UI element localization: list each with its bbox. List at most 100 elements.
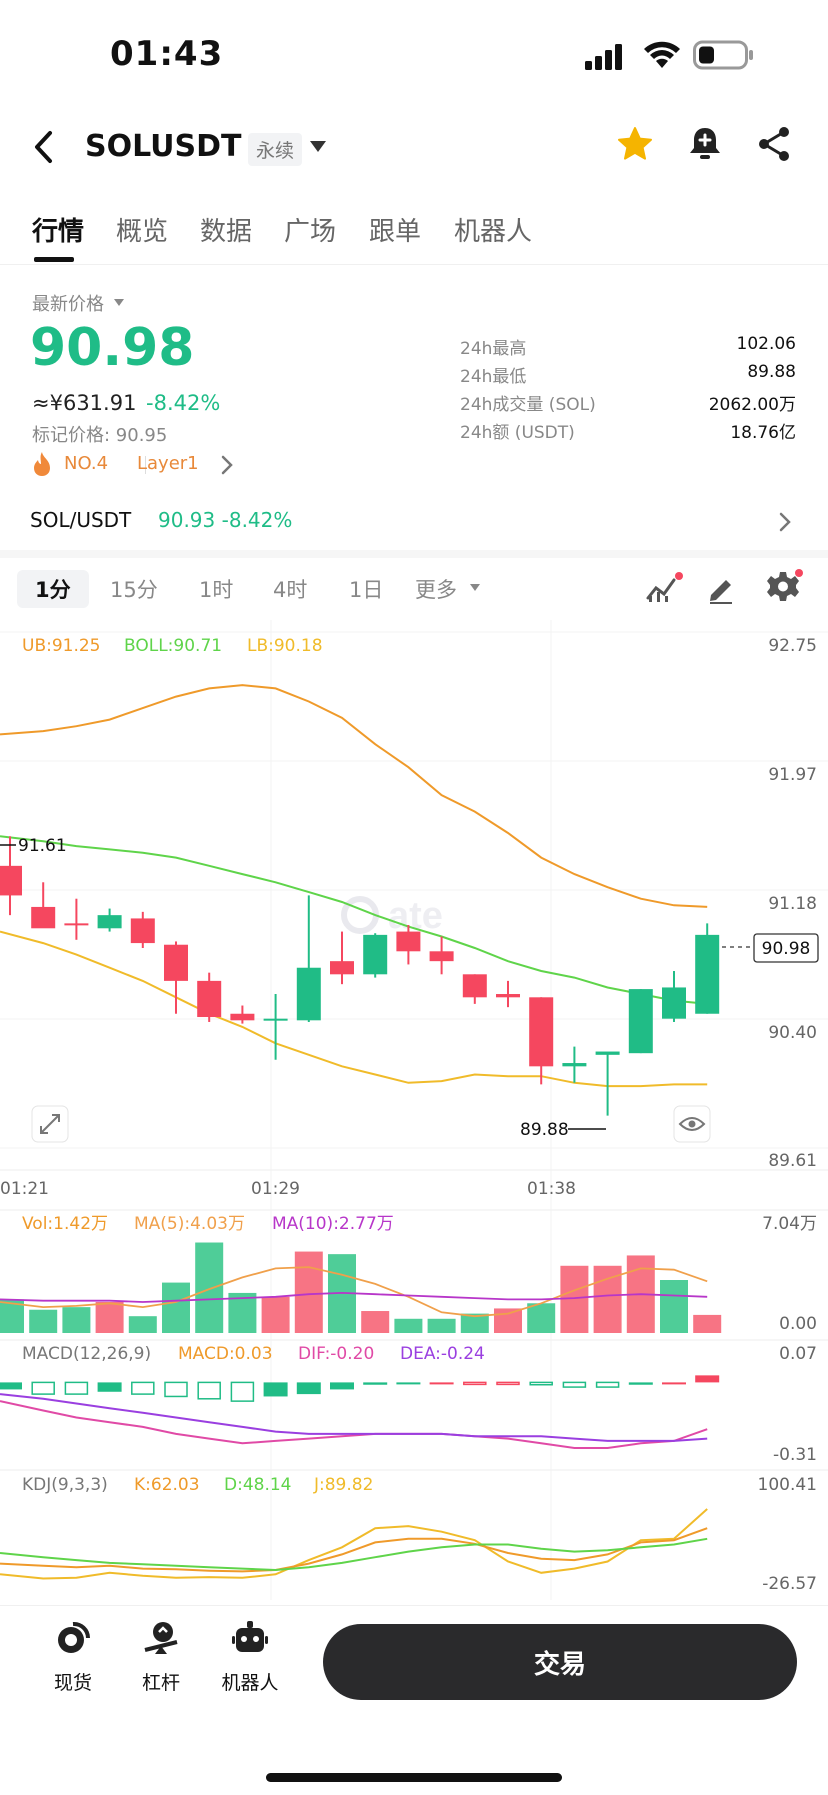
candle bbox=[562, 1046, 587, 1083]
current-price-marker: 90.98 bbox=[722, 933, 819, 963]
volume-bar bbox=[228, 1292, 257, 1333]
market-tabs: 行情 概览 数据 广场 跟单 机器人 bbox=[0, 205, 828, 265]
price-alert-bell-icon[interactable] bbox=[688, 125, 722, 163]
nav-spot[interactable]: 现货 bbox=[28, 1620, 118, 1695]
nav-bots[interactable]: 机器人 bbox=[205, 1620, 295, 1695]
cellular-signal-icon bbox=[585, 44, 622, 70]
macd-value-label: MACD:0.03 bbox=[178, 1344, 273, 1364]
latest-price-caret-icon[interactable] bbox=[114, 299, 124, 306]
tab-overview[interactable]: 概览 bbox=[116, 217, 169, 247]
nav-margin[interactable]: 杠杆 bbox=[116, 1620, 206, 1695]
section-separator bbox=[0, 550, 828, 558]
favorite-star-icon[interactable] bbox=[616, 125, 654, 163]
candle-body bbox=[296, 967, 321, 1021]
indicator-icon[interactable] bbox=[644, 570, 684, 606]
tab-bots[interactable]: 机器人 bbox=[454, 217, 533, 247]
interval-1m[interactable]: 1分 bbox=[17, 570, 89, 608]
share-icon[interactable] bbox=[756, 125, 792, 163]
tab-market[interactable]: 行情 bbox=[32, 217, 85, 247]
candle bbox=[496, 980, 520, 1008]
price-cny: ≈¥631.91 bbox=[32, 391, 137, 415]
macd-histogram-bar bbox=[429, 1382, 454, 1385]
macd-histogram-bar bbox=[463, 1381, 487, 1386]
interval-1h[interactable]: 1时 bbox=[199, 578, 234, 602]
kline-chart[interactable]: ate UB:91.25 BOLL:90.71 LB:90.18 92.75 9… bbox=[0, 620, 828, 1605]
spot-pair-row[interactable]: SOL/USDT 90.93 -8.42% bbox=[0, 500, 828, 544]
visibility-toggle-button[interactable] bbox=[673, 1105, 711, 1143]
draw-tool-icon[interactable] bbox=[706, 572, 736, 604]
interval-4h[interactable]: 4时 bbox=[273, 578, 308, 602]
symbol-title[interactable]: SOLUSDT bbox=[85, 129, 242, 164]
volume-bar bbox=[195, 1242, 224, 1333]
candle-body bbox=[695, 934, 720, 1014]
macd-histogram-bar bbox=[263, 1382, 288, 1397]
high-price-marker: 91.61 bbox=[0, 836, 67, 856]
volume-bar bbox=[693, 1314, 722, 1333]
macd-histogram-bar bbox=[628, 1382, 653, 1385]
kdj-k-line bbox=[0, 1527, 708, 1573]
candle-body bbox=[130, 918, 155, 944]
tab-square[interactable]: 广场 bbox=[284, 217, 337, 247]
macd-histogram-bar bbox=[31, 1381, 55, 1395]
candle-body bbox=[31, 906, 56, 929]
trade-button[interactable]: 交易 bbox=[323, 1624, 797, 1700]
candle-body bbox=[529, 997, 554, 1067]
volume-bar bbox=[162, 1282, 190, 1333]
interval-more[interactable]: 更多 bbox=[415, 578, 457, 602]
kdj-axis-tick: -26.57 bbox=[762, 1574, 817, 1594]
interval-bar: 1分 15分 1时 4时 1日 更多 bbox=[0, 560, 828, 614]
candle bbox=[263, 994, 288, 1060]
tab-copy-trading[interactable]: 跟单 bbox=[369, 217, 422, 247]
chart-settings-gear-icon[interactable] bbox=[764, 568, 804, 604]
back-arrow-icon[interactable] bbox=[28, 129, 62, 165]
macd-histogram-bar bbox=[230, 1381, 255, 1402]
kdj-d-line bbox=[0, 1537, 708, 1572]
wifi-icon bbox=[644, 41, 680, 68]
candle bbox=[429, 936, 454, 975]
volume-bar bbox=[394, 1318, 423, 1333]
candle bbox=[296, 895, 321, 1022]
interval-15m[interactable]: 15分 bbox=[110, 578, 158, 602]
home-indicator bbox=[266, 1773, 562, 1782]
kdj-pane bbox=[0, 1508, 708, 1580]
mark-price: 标记价格: 90.95 bbox=[32, 425, 168, 446]
interval-1d[interactable]: 1日 bbox=[349, 578, 384, 602]
candle-body bbox=[330, 961, 354, 975]
spot-pair-name: SOL/USDT bbox=[30, 508, 132, 532]
kdj-axis-tick: 100.41 bbox=[758, 1475, 817, 1495]
volume-bar bbox=[128, 1316, 157, 1333]
low-price-marker: 89.88 bbox=[520, 1120, 606, 1140]
stat-24h-high-value: 102.06 bbox=[736, 334, 796, 354]
volume-bar bbox=[261, 1296, 290, 1333]
candle-body bbox=[429, 951, 454, 962]
status-time: 01:43 bbox=[110, 34, 224, 74]
chevron-right-icon bbox=[221, 455, 233, 475]
stat-24h-low-label: 24h最低 bbox=[460, 367, 527, 387]
tab-data[interactable]: 数据 bbox=[200, 217, 253, 247]
symbol-dropdown-icon[interactable] bbox=[310, 141, 326, 152]
candle-body bbox=[595, 1051, 620, 1055]
stat-24h-low-value: 89.88 bbox=[747, 362, 796, 382]
rank-divider bbox=[145, 456, 146, 474]
candle bbox=[529, 997, 554, 1085]
spot-coins-icon bbox=[58, 1621, 91, 1653]
rank-badge: NO.4 bbox=[64, 453, 109, 474]
candle bbox=[130, 911, 155, 949]
macd-histogram-bar bbox=[662, 1382, 686, 1385]
time-axis-tick: 01:21 bbox=[0, 1179, 49, 1199]
more-caret-icon[interactable] bbox=[470, 584, 480, 591]
latest-price-label[interactable]: 最新价格 bbox=[32, 294, 104, 315]
price-change-percent: -8.42% bbox=[146, 391, 221, 415]
macd-histogram-bar bbox=[496, 1381, 520, 1386]
candle bbox=[64, 898, 89, 940]
price-axis-tick: 91.18 bbox=[768, 894, 817, 914]
kdj-j-label: J:89.82 bbox=[313, 1475, 373, 1495]
candle-body bbox=[462, 974, 487, 998]
candle-body bbox=[64, 923, 89, 926]
bottom-nav: 现货 杠杆 机器人 交易 bbox=[0, 1605, 828, 1795]
volume-bar bbox=[660, 1280, 688, 1333]
margin-lever-icon bbox=[144, 1622, 178, 1654]
vol-axis-tick: 0.00 bbox=[779, 1314, 817, 1334]
stat-24h-volume-label: 24h成交量 (SOL) bbox=[460, 395, 596, 415]
fullscreen-button[interactable] bbox=[31, 1105, 69, 1143]
